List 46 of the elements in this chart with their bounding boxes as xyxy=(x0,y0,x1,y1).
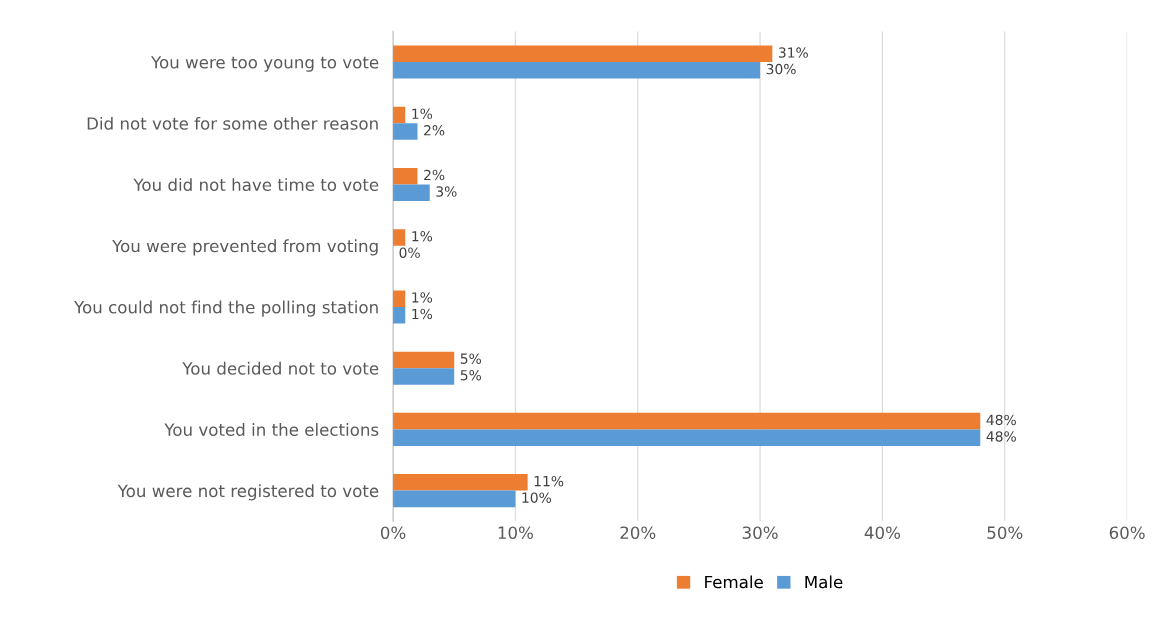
data-label: 11% xyxy=(534,475,564,487)
legend-label: Female xyxy=(705,575,763,589)
y-tick-label: You were too young to vote xyxy=(151,56,379,72)
bar xyxy=(393,490,516,508)
bar xyxy=(393,474,528,491)
bar xyxy=(393,412,981,430)
y-tick-label: You were prevented from voting xyxy=(112,239,378,256)
x-tick-label: 30% xyxy=(742,526,778,539)
y-tick-label: You voted in the elections xyxy=(164,423,379,436)
data-label: 10% xyxy=(522,492,552,503)
bar xyxy=(393,62,761,79)
x-tick-label: 10% xyxy=(498,526,533,539)
data-label: 30% xyxy=(766,63,796,75)
data-label: 1% xyxy=(412,230,433,242)
bar xyxy=(393,351,455,369)
data-label: 5% xyxy=(460,369,482,381)
x-tick-label: 50% xyxy=(987,526,1023,539)
y-tick-label: You were not registered to vote xyxy=(117,484,379,501)
data-label: 0% xyxy=(399,247,420,258)
y-tick-label: You could not find the polling station xyxy=(74,300,378,317)
data-label: 2% xyxy=(424,169,445,181)
data-label: 3% xyxy=(436,186,457,197)
data-label: 48% xyxy=(986,431,1016,442)
bar xyxy=(393,368,455,385)
x-tick-label: 60% xyxy=(1109,526,1145,539)
data-label: 5% xyxy=(460,353,482,364)
bar xyxy=(393,290,406,307)
x-tick-label: 0% xyxy=(380,526,406,539)
data-label: 1% xyxy=(412,108,433,120)
data-label: 31% xyxy=(778,47,808,58)
bar xyxy=(393,229,406,246)
x-tick-label: 20% xyxy=(620,526,656,539)
bar xyxy=(393,429,981,446)
bar xyxy=(393,184,430,202)
data-label: 1% xyxy=(412,292,433,303)
bar xyxy=(393,123,418,140)
x-tick-label: 40% xyxy=(864,526,901,539)
bar xyxy=(393,45,773,63)
data-label: 2% xyxy=(424,125,445,136)
legend-label: Male xyxy=(805,575,843,589)
y-tick-label: You decided not to vote xyxy=(182,361,379,375)
bar xyxy=(393,167,418,185)
y-tick-label: You did not have time to vote xyxy=(133,178,379,192)
data-label: 48% xyxy=(986,414,1016,426)
y-tick-label: Did not vote for some other reason xyxy=(87,116,378,130)
data-label: 1% xyxy=(412,308,433,320)
